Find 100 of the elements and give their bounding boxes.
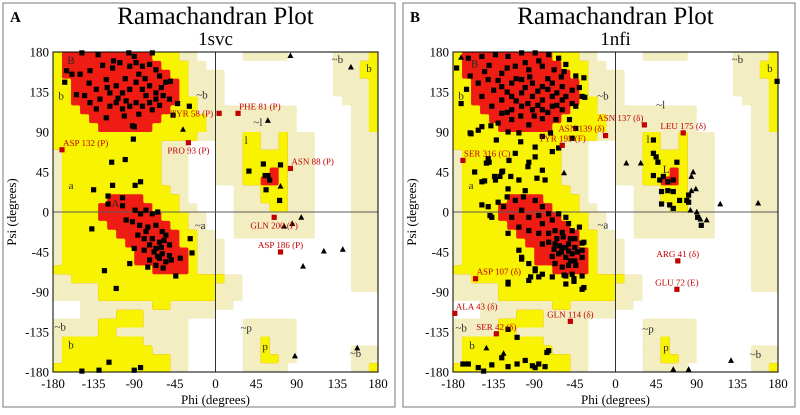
point — [642, 122, 647, 128]
annotation: b — [68, 339, 74, 352]
y-axis-title: Psi (degrees) — [4, 178, 19, 246]
point — [623, 160, 630, 166]
point — [697, 216, 704, 222]
point — [568, 318, 573, 324]
point — [452, 310, 458, 316]
point — [717, 200, 724, 206]
annotation: A — [111, 198, 120, 210]
annotation: B — [67, 54, 75, 67]
annotation: GLN 114 (δ) — [547, 309, 594, 320]
point — [320, 248, 327, 254]
y-tick-label: -135 — [425, 324, 449, 340]
annotation: b — [469, 340, 476, 352]
point — [674, 286, 680, 292]
point — [298, 214, 304, 220]
y-tick-label: -90 — [32, 284, 49, 300]
annotation: ASP 132 (P) — [63, 138, 108, 148]
annotation: ~p — [240, 322, 252, 334]
y-tick-label: -45 — [32, 244, 49, 260]
x-tick-label: 180 — [768, 376, 788, 391]
x-tick-label: 180 — [368, 376, 388, 391]
point — [704, 216, 710, 222]
annotation: L — [662, 164, 670, 176]
x-tick-label: -135 — [482, 376, 506, 391]
point — [638, 160, 644, 166]
point — [216, 110, 222, 116]
point — [561, 170, 568, 176]
annotation: a — [468, 180, 474, 192]
annotation: b — [458, 90, 464, 102]
annotation: ~a — [194, 220, 206, 232]
annotation: B — [470, 58, 478, 70]
x-tick-label: -45 — [166, 376, 184, 391]
x-tick-label: 0 — [612, 376, 619, 391]
point — [300, 263, 306, 269]
annotation: PHE 81 (P) — [239, 101, 281, 112]
annotation: ~a — [597, 219, 608, 232]
point — [186, 140, 192, 146]
y-tick-label: -135 — [25, 324, 49, 340]
annotation: GLU 72 (E) — [655, 277, 699, 288]
x-tick-label: 90 — [690, 376, 704, 391]
y-tick-label: 45 — [36, 164, 49, 180]
y-tick-label: 0 — [442, 204, 449, 220]
point — [670, 366, 676, 372]
point — [688, 187, 694, 194]
y-tick-label: 45 — [436, 164, 449, 180]
y-tick-label: -180 — [425, 364, 449, 380]
chart-subtitle: 1nfi — [600, 29, 631, 50]
x-tick-label: 90 — [290, 376, 304, 391]
annotation: ASP 107 (δ) — [476, 266, 521, 277]
annotation: ALA 43 (δ) — [456, 301, 498, 312]
annotation: ~p — [642, 323, 654, 336]
point — [690, 168, 696, 174]
x-tick-label: 45 — [250, 376, 263, 391]
chart-subtitle: 1svc — [198, 29, 233, 50]
point — [675, 258, 680, 264]
annotation: b — [366, 62, 372, 75]
annotation: ~l — [253, 117, 262, 130]
x-tick-label: 135 — [728, 376, 748, 391]
x-tick-label: -90 — [526, 376, 543, 391]
y-tick-label: -180 — [25, 364, 49, 380]
annotation: ~b — [732, 54, 744, 66]
chart-title: Ramachandran Plot — [117, 3, 314, 30]
point — [472, 276, 478, 282]
text: A — [10, 10, 21, 26]
annotation: ASP 186 (P) — [258, 240, 304, 250]
x-tick-label: -45 — [566, 376, 584, 391]
annotation: ~b — [332, 54, 344, 66]
y-tick-label: 135 — [430, 84, 449, 100]
point — [680, 130, 686, 136]
annotation: PRO 93 (P) — [167, 146, 210, 156]
annotation: ~b — [597, 90, 610, 102]
text: B — [410, 10, 420, 26]
annotation: ASN 88 (P) — [291, 156, 334, 166]
annotation: ~b — [54, 322, 66, 334]
y-tick-label: 180 — [430, 44, 449, 60]
point — [687, 207, 694, 213]
x-axis-title: Phi (degrees) — [581, 392, 650, 407]
point — [278, 183, 284, 189]
annotation: LEU 175 (δ) — [660, 120, 706, 131]
x-tick-label: 0 — [212, 376, 219, 391]
point — [272, 214, 277, 220]
y-tick-label: 90 — [36, 124, 49, 140]
annotation: ~b — [196, 90, 208, 102]
point — [340, 246, 346, 252]
point — [694, 208, 700, 214]
y-tick-label: -45 — [432, 244, 449, 260]
annotation: b — [58, 90, 64, 102]
point — [602, 132, 608, 138]
x-tick-label: -135 — [82, 376, 106, 391]
annotation: ~b — [350, 348, 362, 360]
x-tick-label: 135 — [328, 376, 348, 391]
annotation: p — [262, 341, 268, 354]
annotation: l — [244, 134, 248, 147]
point — [458, 54, 464, 60]
point — [264, 117, 271, 123]
point — [287, 52, 294, 58]
y-tick-label: 135 — [30, 84, 49, 100]
x-tick-label: -90 — [126, 376, 143, 391]
annotation: ARG 41 (δ) — [656, 248, 700, 259]
